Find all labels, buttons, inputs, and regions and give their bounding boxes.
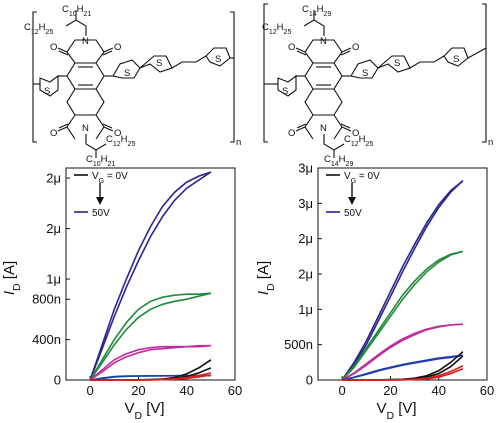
y-tick-label: 0	[306, 373, 313, 388]
bracket-right-close	[482, 3, 487, 143]
series-0-reverse-line	[341, 180, 464, 381]
y-tick-label: 2μ	[298, 231, 313, 246]
atom-o-3: O	[50, 128, 57, 139]
atom-n-4: N	[320, 123, 327, 134]
atom-s-7: S	[394, 58, 400, 69]
atom-n-2: N	[82, 123, 89, 134]
legend-label-top: VG = 0V	[92, 171, 128, 185]
x-tick-label: 20	[131, 383, 145, 398]
atom-s-4: S	[215, 54, 221, 65]
series-1-forward-line	[341, 250, 464, 381]
y-tick-label: 1μ	[46, 272, 61, 287]
series-0-forward-line	[341, 180, 464, 381]
legend-label-bottom: 50V	[92, 208, 110, 219]
chart-right: 0 20 40 60 0 500n 1μ 2μ 2μ 3μ 3μ VD [V] ID [A] VG = 0…	[255, 161, 494, 423]
alkyl-chain-bottom-left	[85, 134, 107, 158]
series-2-reverse-line	[89, 344, 211, 381]
atom-s-5: S	[282, 86, 288, 97]
y-tick-label: 2μ	[298, 267, 313, 282]
atom-n-1: N	[82, 36, 89, 47]
chain-label-bottom-a-left: C12H25	[106, 134, 135, 148]
legend: VG = 0V 50V	[326, 171, 380, 219]
ndi-core-left	[57, 39, 114, 140]
y-tick-label: 0	[54, 373, 61, 388]
y-tick-label: 2μ	[46, 221, 61, 236]
atom-o-4: O	[114, 128, 121, 139]
x-tick-label: 40	[179, 383, 193, 398]
series-1-forward-line	[89, 292, 211, 381]
legend-arrowhead	[96, 197, 104, 205]
atom-s-2: S	[124, 68, 130, 79]
y-tick-label: 400n	[32, 332, 61, 347]
legend-arrowhead	[348, 197, 356, 205]
y-tick-label: 3μ	[298, 161, 313, 176]
atom-n-3: N	[320, 36, 327, 47]
x-axis-label: VD [V]	[124, 400, 164, 422]
x-tick-label: 0	[339, 383, 346, 398]
chain-label-top-a-left: C10H21	[62, 4, 91, 18]
x-tick-label: 20	[383, 383, 397, 398]
thiophene-chain-left	[33, 47, 234, 97]
ndi-core-right	[295, 39, 352, 140]
y-tick-label: 800n	[32, 292, 61, 307]
thiophene-chain-right	[264, 47, 487, 97]
atom-o-5: O	[288, 42, 295, 53]
series-2-reverse-line	[341, 323, 463, 381]
repeat-n-right: n	[488, 137, 493, 148]
y-tick-label: 1μ	[298, 302, 313, 317]
x-tick-label: 0	[87, 383, 94, 398]
series-5-reverse-line	[342, 367, 464, 381]
alkyl-chain-top-right	[303, 10, 325, 36]
chain-label-bottom-b-right: C14H29	[324, 154, 353, 168]
structure-right: n O O N O O N C14H29 C12H25 C12H25 C14H2…	[262, 3, 493, 168]
chart-left: 0 20 40 60 0 400n 800n 1μ 2μ 2μ VD [V] ID [A] VG = 0…	[1, 167, 242, 422]
repeat-n-left: n	[236, 137, 241, 148]
y-tick-label: 3μ	[298, 196, 313, 211]
atom-s-8: S	[453, 54, 459, 65]
series-1-reverse-line	[89, 292, 212, 381]
y-axis-label: ID [A]	[1, 261, 23, 295]
y-axis-label: ID [A]	[255, 261, 277, 295]
bracket-left-close	[230, 11, 235, 143]
structure-left: n O O N O O N C10H21 C12H25	[24, 4, 241, 168]
bracket-right-open	[263, 3, 268, 143]
alkyl-chain-top-left	[65, 10, 87, 36]
series-0-reverse-line	[89, 171, 212, 381]
x-tick-label: 60	[480, 383, 494, 398]
atom-o-1: O	[50, 42, 57, 53]
atom-o-2: O	[114, 42, 121, 53]
atom-s-6: S	[362, 68, 368, 79]
chain-label-top-a-right: C14H29	[302, 4, 331, 18]
x-tick-label: 60	[228, 383, 242, 398]
bracket-left-open	[32, 11, 37, 143]
series-1-reverse-line	[341, 250, 464, 381]
legend-label-bottom: 50V	[344, 208, 362, 219]
atom-s-3: S	[156, 58, 162, 69]
legend-label-top: VG = 0V	[344, 171, 380, 185]
atom-s-1: S	[44, 86, 50, 97]
y-tick-label: 2μ	[46, 171, 61, 186]
series-5-reverse-line	[90, 374, 212, 381]
plot-frame	[317, 167, 488, 381]
alkyl-chain-bottom-right	[323, 134, 345, 158]
legend: VG = 0V 50V	[74, 171, 128, 219]
atom-o-8: O	[352, 128, 359, 139]
chain-label-bottom-a-right: C12H25	[344, 134, 373, 148]
series-0-forward-line	[89, 171, 212, 381]
atom-o-6: O	[352, 42, 359, 53]
chain-label-bottom-b-left: C10H21	[86, 154, 115, 168]
atom-o-7: O	[288, 128, 295, 139]
chain-label-top-b-left: C12H25	[24, 22, 53, 36]
y-tick-label: 500n	[284, 337, 313, 352]
chain-label-top-b-right: C12H25	[262, 22, 291, 36]
series-3-reverse-line	[341, 354, 464, 381]
x-axis-label: VD [V]	[376, 400, 416, 422]
x-tick-label: 40	[431, 383, 445, 398]
